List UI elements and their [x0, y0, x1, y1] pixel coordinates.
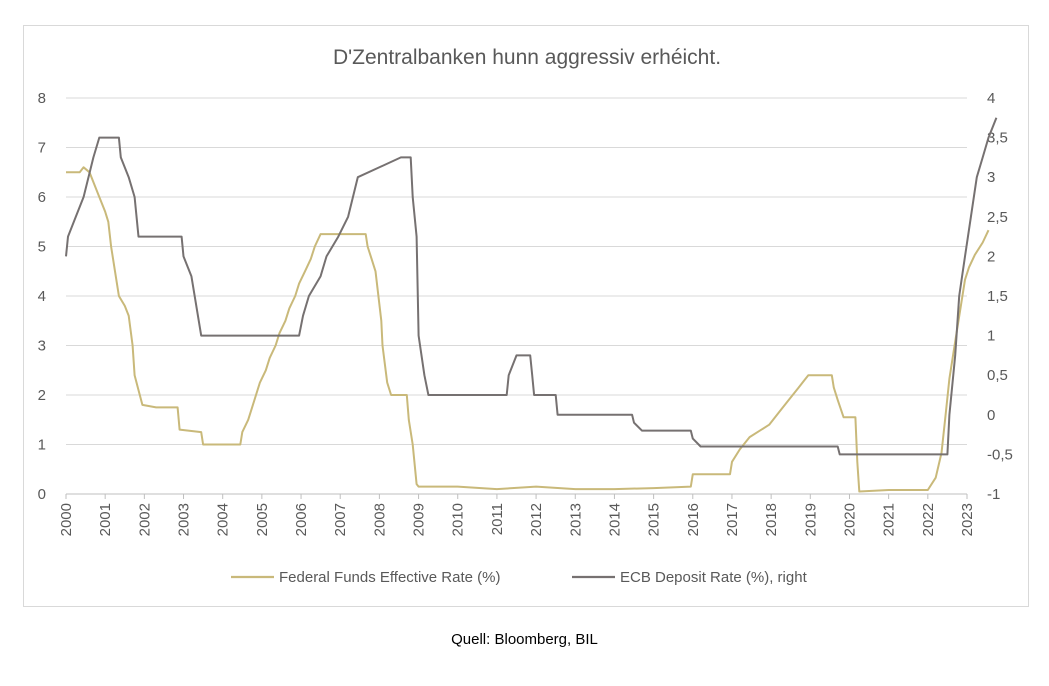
- right-tick-label: 0,5: [987, 367, 1008, 384]
- x-tick-label: 2006: [293, 503, 310, 536]
- x-tick-label: 2011: [489, 503, 506, 535]
- left-axis-ticks: 0 1 2 3 4 5 6 7 8: [38, 90, 46, 503]
- right-tick-label: 2,5: [987, 209, 1008, 226]
- left-tick-label: 0: [38, 486, 46, 503]
- left-tick-label: 7: [38, 140, 46, 157]
- x-tick-label: 2004: [215, 503, 232, 536]
- x-tick-label: 2010: [450, 503, 467, 536]
- right-tick-label: 4: [987, 90, 995, 107]
- x-axis-ticks: 2000 2001 2002 2003 2004 2005 2006 2007 2008 2009…: [58, 494, 976, 536]
- left-tick-label: 5: [38, 239, 46, 256]
- left-tick-label: 3: [38, 338, 46, 355]
- x-tick-label: 2019: [802, 503, 819, 536]
- x-tick-label: 2020: [841, 503, 858, 536]
- source-note: Quell: Bloomberg, BIL: [451, 631, 598, 648]
- left-tick-label: 2: [38, 387, 46, 404]
- x-tick-label: 2005: [254, 503, 271, 536]
- left-tick-label: 1: [38, 437, 46, 454]
- legend-label-fed-funds: Federal Funds Effective Rate (%): [279, 569, 500, 586]
- x-tick-label: 2002: [136, 503, 153, 536]
- x-tick-label: 2018: [763, 503, 780, 536]
- x-tick-label: 2017: [724, 503, 741, 536]
- x-tick-label: 2009: [411, 503, 428, 536]
- x-tick-label: 2012: [528, 503, 545, 536]
- series-line-fed-funds: [66, 166, 990, 493]
- left-tick-label: 4: [38, 288, 46, 305]
- chart-title: D'Zentralbanken hunn aggressiv erhéicht.: [333, 46, 721, 69]
- x-tick-label: 2014: [606, 503, 623, 536]
- right-tick-label: 3,5: [987, 130, 1008, 147]
- gridlines: [66, 97, 967, 445]
- right-tick-label: -0,5: [987, 446, 1013, 463]
- chart-frame: [23, 25, 1029, 607]
- right-tick-label: 2: [987, 248, 995, 265]
- left-tick-label: 8: [38, 90, 46, 107]
- x-tick-label: 2000: [58, 503, 75, 536]
- x-tick-label: 2003: [176, 503, 193, 536]
- x-tick-label: 2022: [920, 503, 937, 536]
- legend-label-ecb-deposit: ECB Deposit Rate (%), right: [620, 569, 808, 586]
- right-tick-label: 1,5: [987, 288, 1008, 305]
- right-axis-ticks: -1 -0,5 0 0,5 1 1,5 2 2,5 3 3,5 4: [987, 90, 1013, 503]
- series-layer: [65, 117, 998, 493]
- x-tick-label: 2023: [959, 503, 976, 536]
- x-tick-label: 2001: [97, 503, 114, 536]
- right-tick-label: 3: [987, 169, 995, 186]
- x-tick-label: 2016: [685, 503, 702, 536]
- x-tick-label: 2013: [567, 503, 584, 536]
- x-tick-label: 2021: [881, 503, 898, 536]
- x-tick-label: 2008: [371, 503, 388, 536]
- right-tick-label: 0: [987, 407, 995, 424]
- series-line-ecb-deposit: [65, 117, 998, 456]
- legend: Federal Funds Effective Rate (%) ECB Dep…: [231, 569, 808, 586]
- right-tick-label: 1: [987, 328, 995, 345]
- x-tick-label: 2015: [646, 503, 663, 536]
- right-tick-label: -1: [987, 486, 1000, 503]
- x-tick-label: 2007: [332, 503, 349, 536]
- left-tick-label: 6: [38, 189, 46, 206]
